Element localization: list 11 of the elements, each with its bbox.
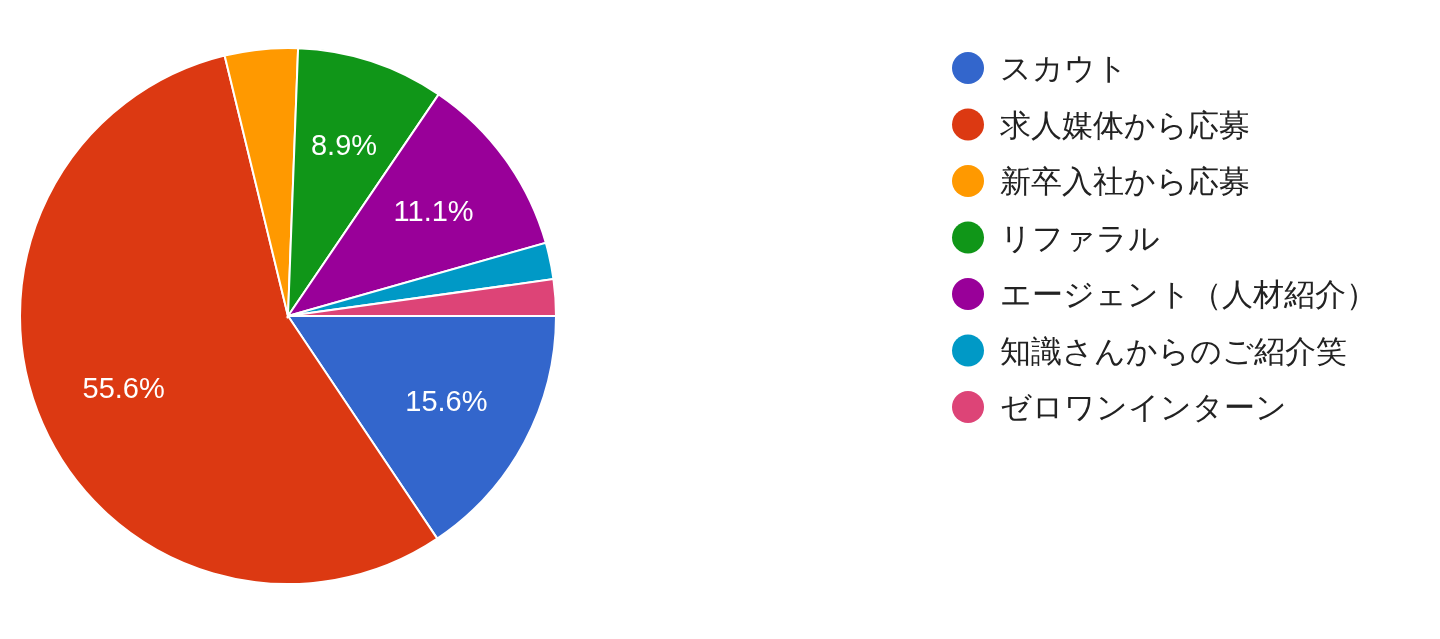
legend-label: リファラル	[1000, 220, 1160, 256]
legend-label: 新卒入社から応募	[1000, 164, 1250, 199]
legend-label: 知識さんからのご紹介笑	[1000, 333, 1347, 369]
legend-label: エージェント（人材紹介）	[1000, 277, 1377, 312]
data-label: 55.6%	[82, 372, 165, 405]
legend-label: ゼロワンインターン	[1000, 390, 1287, 425]
legend-label: スカウト	[1000, 51, 1128, 86]
data-label: 15.6%	[405, 384, 488, 417]
data-label: 8.9%	[310, 129, 378, 162]
legend-label: 求人媒体から応募	[1000, 107, 1250, 143]
data-label: 11.1%	[393, 194, 474, 227]
